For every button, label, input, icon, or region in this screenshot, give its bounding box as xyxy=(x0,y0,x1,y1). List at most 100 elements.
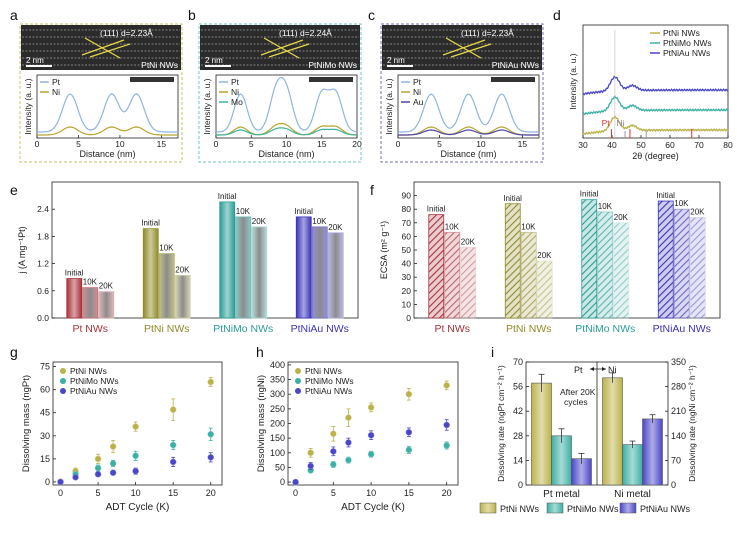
x-tick-label: 70 xyxy=(694,140,704,150)
data-point xyxy=(109,443,117,450)
panel-letter-c: c xyxy=(368,7,375,23)
y-tick-label: 200 xyxy=(270,419,285,429)
legend-swatch xyxy=(619,502,637,514)
y-tick-label: 40 xyxy=(402,259,412,269)
data-point xyxy=(367,431,375,439)
legend-label: PtNiAu NWs xyxy=(70,386,117,396)
x-tick-label: 60 xyxy=(665,140,675,150)
sample-label: PtNiAu NWs xyxy=(492,60,539,70)
y-tick-label: 60 xyxy=(402,231,412,241)
data-point xyxy=(443,382,450,389)
y-tick-label: 0 xyxy=(518,480,523,490)
lattice-line xyxy=(442,39,486,56)
legend-marker xyxy=(60,368,66,374)
y-tick-label: 42 xyxy=(513,406,523,416)
xrd-series-line xyxy=(582,95,729,116)
bar xyxy=(531,382,552,486)
pt-dissolution-chart: 0 5 10 15 20 0 15 30 45 60 75 ADT Cycle (K) Dissolvi… xyxy=(21,361,223,513)
y-tick-label: 0.0 xyxy=(37,313,49,323)
x-tick-label: 5 xyxy=(249,139,254,149)
data-point xyxy=(169,406,177,413)
y-tick-label: 30 xyxy=(402,272,412,282)
y-tick-label: 80 xyxy=(402,204,412,214)
category-label: Pt NWs xyxy=(72,323,108,335)
lattice-spacing: (111) d=2.23Å xyxy=(461,28,514,38)
legend-label: Ni xyxy=(52,87,60,97)
inset-image xyxy=(130,77,174,82)
y-tick-label: 10 xyxy=(402,299,412,309)
y-tick-label: 0 xyxy=(280,477,285,487)
bar-cycle-label: 10K xyxy=(674,199,689,208)
y-axis-label: Intensity (a. u.) xyxy=(384,78,394,134)
data-point xyxy=(94,455,102,463)
bar xyxy=(295,216,312,319)
data-point xyxy=(307,462,314,470)
arrow-heads xyxy=(590,367,606,371)
bar xyxy=(219,201,236,319)
bar xyxy=(251,226,268,319)
y-tick-label: 0 xyxy=(671,480,676,490)
bar xyxy=(444,231,461,319)
y-tick-label: 300 xyxy=(270,389,285,399)
legend-swatch xyxy=(479,502,497,514)
x-tick-label: 50 xyxy=(636,140,646,150)
y-tick-label: 70 xyxy=(402,218,412,228)
y-axis-label: Dissolving mass (ngPt) xyxy=(21,375,32,472)
x-tick-label: 10 xyxy=(476,139,486,149)
y-tick-label: 60 xyxy=(40,385,50,395)
lattice-line xyxy=(450,43,492,58)
y-tick-label: 400 xyxy=(270,360,285,370)
panel-letter-g: g xyxy=(10,344,18,360)
profile-line xyxy=(216,127,357,136)
bar-cycle-label: Initial xyxy=(218,192,237,201)
legend-label: PtNiAu NWs xyxy=(640,504,691,514)
y-tick-label: 210 xyxy=(671,406,686,416)
legend-label: PtNiMo NWs xyxy=(70,376,119,386)
y-tick-label: 150 xyxy=(270,433,285,443)
tem-panel-b: (111) d=2.24Å 2 nm PtNiMo NWs 0 5 10 15 20 Dista… xyxy=(198,23,362,163)
y-tick-label: 15 xyxy=(40,454,50,464)
data-point xyxy=(330,448,337,455)
y-tick-label: 20 xyxy=(402,286,412,296)
bar-cycle-label: 20K xyxy=(690,207,705,216)
data-point xyxy=(207,378,214,386)
bar xyxy=(613,222,630,319)
data-point xyxy=(207,454,214,461)
legend-marker xyxy=(295,368,301,374)
bar-cycle-label: 10K xyxy=(159,244,174,253)
ni-reference-label: Ni xyxy=(616,118,624,128)
pt-reference-label: Pt xyxy=(602,118,611,128)
bar xyxy=(174,274,191,319)
bar xyxy=(66,278,83,319)
lattice-line xyxy=(260,39,304,56)
y-tick-label: 30 xyxy=(40,431,50,441)
panel-letter-e: e xyxy=(10,182,18,198)
y-axis-label: Intensity (a. u.) xyxy=(568,53,578,109)
lattice-line xyxy=(81,39,125,56)
bar xyxy=(581,199,598,319)
y-axis-label: Intensity (a. u.) xyxy=(202,78,212,134)
legend-swatch xyxy=(546,502,564,514)
data-point xyxy=(345,439,352,446)
bar xyxy=(142,228,159,319)
y-axis-label: j (A mg⁻¹Pt) xyxy=(17,226,27,274)
bar xyxy=(82,287,99,319)
data-point xyxy=(72,474,79,481)
y-axis-label: Intensity (a. u.) xyxy=(23,78,33,134)
lattice-spacing: (111) d=2.24Å xyxy=(279,28,332,38)
bar xyxy=(657,200,674,319)
bar xyxy=(673,208,690,319)
xrd-series-line xyxy=(582,115,729,136)
x-tick-label: 10 xyxy=(131,488,141,498)
data-point xyxy=(132,467,139,475)
x-tick-label: 15 xyxy=(404,488,414,498)
data-point xyxy=(405,390,413,398)
legend-label: PtNiAu NWs xyxy=(305,386,352,396)
y-axis-label-right: Dissolving rate (ngNi cm⁻² h⁻¹) xyxy=(687,365,697,482)
y-tick-label: 0 xyxy=(45,477,50,487)
bar-cycle-label: 10K xyxy=(83,278,98,287)
x-tick-label: 10 xyxy=(282,139,292,149)
